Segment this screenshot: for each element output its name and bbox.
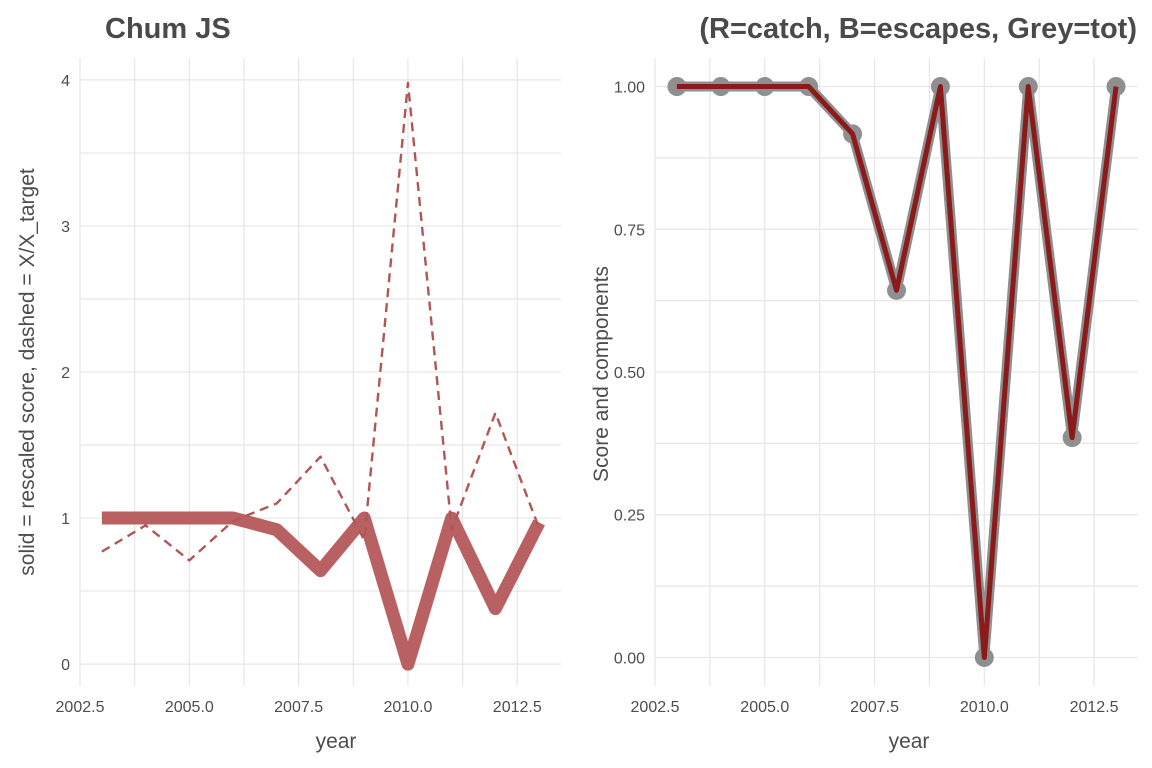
y-tick-label: 1: [61, 511, 70, 528]
catch-score-line: [676, 84, 1119, 660]
grid: [79, 58, 561, 686]
x-tick-label: 2012.5: [1070, 699, 1119, 716]
right-panel: (R=catch, B=escapes, Grey=tot) year Scor…: [590, 13, 1138, 753]
y-tick-label: 0: [61, 657, 70, 674]
x-tick-label: 2010.0: [960, 699, 1009, 716]
right-chart-title: (R=catch, B=escapes, Grey=tot): [699, 13, 1137, 45]
x-tick-label: 2007.5: [850, 699, 899, 716]
left-chart-title: Chum JS: [105, 13, 231, 45]
ratio-dashed-line: [101, 81, 541, 562]
x-tick-label: 2012.5: [493, 699, 542, 716]
right-x-axis-label: year: [889, 730, 930, 753]
x-tick-label: 2002.5: [631, 699, 680, 716]
left-panel: Chum JS year solid = rescaled score, das…: [16, 13, 561, 753]
right-y-axis-label: Score and components: [590, 266, 613, 482]
x-tick-label: 2007.5: [274, 699, 323, 716]
y-tick-label: 0.50: [614, 365, 645, 382]
y-tick-label: 0.25: [614, 508, 645, 525]
x-tick-label: 2002.5: [56, 699, 105, 716]
x-tick-label: 2005.0: [165, 699, 214, 716]
rescaled-score-line: [101, 511, 545, 671]
y-tick-label: 1.00: [614, 80, 645, 97]
grid: [654, 58, 1138, 686]
y-tick-label: 4: [61, 73, 70, 90]
y-tick-label: 3: [61, 219, 70, 236]
left-x-axis-label: year: [316, 730, 357, 753]
y-tick-label: 2: [61, 365, 70, 382]
x-tick-label: 2010.0: [383, 699, 432, 716]
left-y-axis-label: solid = rescaled score, dashed = X/X_tar…: [16, 168, 39, 576]
x-tick-label: 2005.0: [740, 699, 789, 716]
y-tick-label: 0.75: [614, 222, 645, 239]
y-tick-label: 0.00: [614, 650, 645, 667]
